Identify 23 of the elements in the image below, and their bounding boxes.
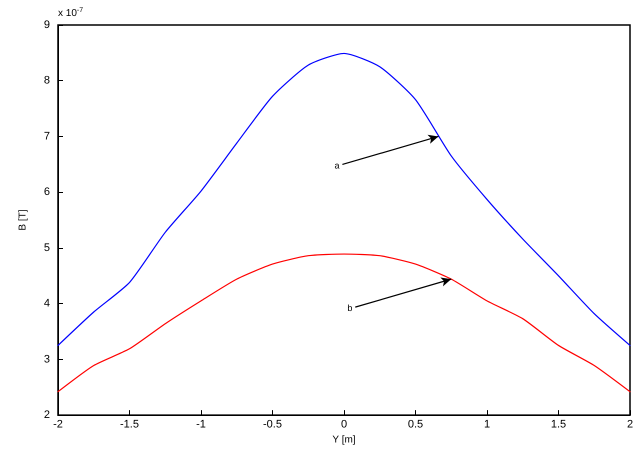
- y-tick-label: 5: [44, 242, 50, 254]
- y-tick-label: 9: [44, 19, 50, 31]
- y-tick-label: 4: [44, 298, 50, 310]
- x-tick-label: -1: [196, 418, 206, 431]
- x-tick-label: 1: [484, 418, 490, 431]
- annotation: b: [347, 302, 352, 313]
- y-tick-label: 8: [44, 74, 50, 87]
- x-tick-label: -1.5: [120, 418, 139, 431]
- x-tick-label: 2: [626, 418, 634, 431]
- y-axis-title: B [T]: [18, 209, 28, 231]
- x-tick-label: 0.5: [408, 418, 424, 431]
- x-axis-title: Y [m]: [332, 434, 356, 446]
- line-series: [57, 52, 631, 346]
- x-tick-label: 0: [340, 418, 348, 431]
- annotation: a: [334, 160, 340, 170]
- x-tick-label: 1.5: [550, 418, 566, 431]
- y-tick-label: 2: [44, 409, 50, 422]
- x-tick-label: -2: [53, 418, 63, 431]
- y-tick-label: 6: [44, 186, 50, 198]
- x-tick-label: -0.5: [263, 418, 282, 431]
- y-tick-label: 7: [44, 130, 50, 142]
- y-tick-label: 3: [44, 353, 50, 366]
- line-series: [57, 253, 631, 392]
